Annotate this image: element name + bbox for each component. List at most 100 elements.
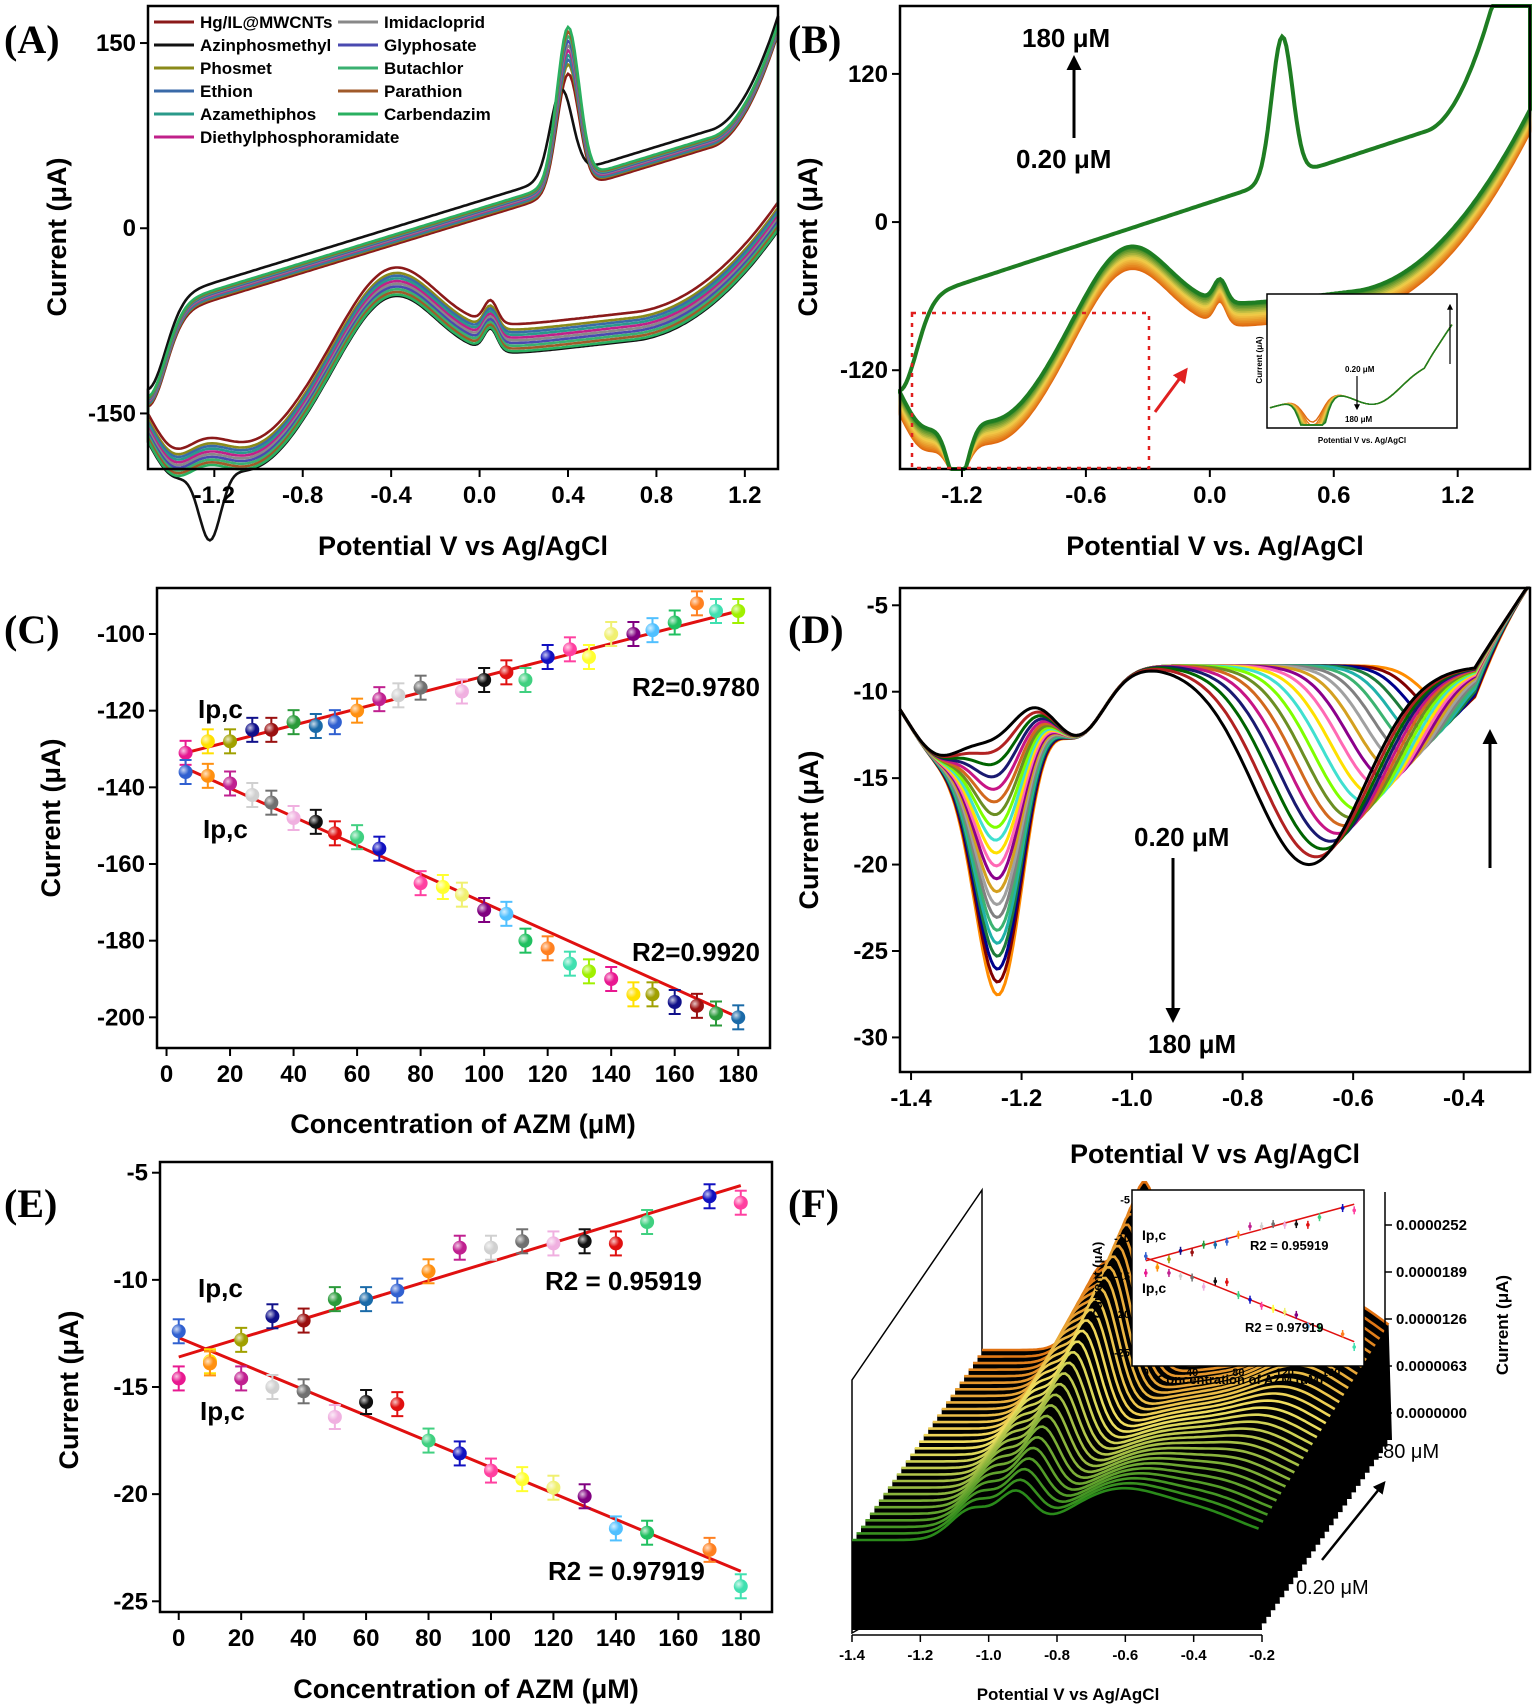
panel-e-data-point-shade xyxy=(421,1264,436,1279)
panel-f-slice-curve xyxy=(883,1414,1291,1496)
panel-c-data-point-shade xyxy=(454,684,469,699)
panel-a-xtick-label: 1.2 xyxy=(728,482,761,509)
panel-f-ztick-label: 0.0000000 xyxy=(1396,1405,1467,1422)
panel-e-upper-label: Ip,c xyxy=(198,1273,243,1303)
panel-c-data-point-shade xyxy=(667,615,682,630)
panel-b-xtick-label: 0.0 xyxy=(1193,482,1226,509)
panel-c-xtick-label: 160 xyxy=(655,1061,695,1088)
panel-a-legend-label: Imidacloprid xyxy=(384,13,485,32)
panel-b-xtick-label: -1.2 xyxy=(941,482,982,509)
panel-a-xlabel: Potential V vs Ag/AgCl xyxy=(318,531,608,561)
panel-e-upper-r2: R2 = 0.95919 xyxy=(545,1266,702,1296)
panel-e-data-point-shade xyxy=(515,1472,530,1487)
panel-f-inset: 0 40 80 120 160 -5 -10 -15 -20 -25 Ip,c Ip,c R2 =… xyxy=(1090,1189,1365,1387)
panel-label-a: (A) xyxy=(4,17,60,62)
panel-c-lower-r2: R2=0.9920 xyxy=(632,937,760,967)
panel-c-data-point-shade xyxy=(223,734,238,749)
panel-e-data-point-shade xyxy=(421,1433,436,1448)
panel-e-data-point-shade xyxy=(702,1542,717,1557)
panel-e-data-point-shade xyxy=(515,1234,530,1249)
panel-f-xtick-label: -0.2 xyxy=(1249,1647,1275,1664)
panel-f-ztick-label: 0.0000126 xyxy=(1396,1311,1467,1328)
panel-f-xlabel: Potential V vs Ag/AgCl xyxy=(977,1685,1160,1704)
panel-label-f: (F) xyxy=(788,1181,839,1226)
panel-c-data-point-shade xyxy=(604,972,619,986)
panel-d-xtick-label: -1.2 xyxy=(1001,1085,1042,1112)
panel-e-data-point-shade xyxy=(702,1189,717,1204)
panel-c-data-point-shade xyxy=(499,665,514,680)
panel-a-xtick-label: -0.8 xyxy=(282,482,323,509)
panel-e-data-point-shade xyxy=(577,1489,592,1504)
panel-f-slice-curve xyxy=(941,1276,1349,1411)
panel-f-slice-curve xyxy=(937,1287,1345,1417)
panel-e-data-point-shade xyxy=(202,1356,217,1371)
panel-e-data-point-shade xyxy=(608,1236,623,1251)
panel-f-inset-data-point xyxy=(1306,1223,1310,1227)
panel-f-inset-data-point xyxy=(1236,1293,1241,1297)
panel-label-d: (D) xyxy=(788,607,844,652)
panel-e-data-point-shade xyxy=(171,1371,186,1386)
panel-f-slice-curve xyxy=(928,1308,1336,1430)
panel-f-inset-data-point xyxy=(1271,1307,1275,1311)
panel-c-xlabel: Concentration of AZM (μM) xyxy=(290,1109,635,1139)
panel-e-data-point-shade xyxy=(265,1309,280,1324)
panel-f-inset-data-point xyxy=(1155,1265,1160,1270)
panel-a-xtick-label: 0.0 xyxy=(463,482,496,509)
panel-a-ticks: -1.2 -0.8 -0.4 0.0 0.4 0.8 1.2 150 0 -150 xyxy=(88,30,762,509)
panel-e-xtick-label: 80 xyxy=(415,1625,442,1652)
panel-f-slice-curve xyxy=(852,1486,1260,1542)
panel-e-ytick-label: -25 xyxy=(113,1588,148,1615)
panel-c-data-point-shade xyxy=(178,765,193,779)
panel-b-inset-frame xyxy=(1266,293,1458,429)
panel-a-legend-label: Phosmet xyxy=(200,59,272,78)
panel-f-inset-data-point xyxy=(1282,1223,1287,1227)
panel-e-xtick-label: 0 xyxy=(172,1625,185,1652)
panel-f-inset-data-point xyxy=(1352,1208,1357,1213)
panel-b-xtick-label: 1.2 xyxy=(1441,482,1474,509)
panel-f-inset-data-point xyxy=(1317,1215,1322,1219)
panel-e-xtick-label: 100 xyxy=(471,1625,511,1652)
panel-c-data-point-shade xyxy=(391,688,406,703)
panel-c-data-point-shade xyxy=(667,995,682,1009)
panel-e-data-point-shade xyxy=(733,1579,748,1594)
panel-e-data-point-shade xyxy=(483,1463,498,1478)
panel-b-ytick-label: 120 xyxy=(848,61,888,88)
panel-d-xtick-label: -1.0 xyxy=(1111,1085,1152,1112)
panel-e-xlabel: Concentration of AZM (μM) xyxy=(293,1674,638,1704)
panel-c-data-point-shade xyxy=(645,623,660,638)
panel-b-frame xyxy=(898,4,1532,471)
panel-d-series-curve xyxy=(898,586,1530,828)
panel-a-legend-label: Ethion xyxy=(200,82,253,101)
panel-f-slice-curve xyxy=(887,1404,1295,1489)
panel-a-legend-label: Azinphosmethyl xyxy=(200,36,331,55)
panel-e-data-point-shade xyxy=(483,1240,498,1255)
panel-e-xtick-label: 140 xyxy=(596,1625,636,1652)
panel-b-inset-xlabel: Potential V vs. Ag/AgCl xyxy=(1318,436,1406,445)
panel-c: 0 20 40 60 80 100 120 140 160 180 -100 -120 -140 -160… xyxy=(36,586,772,1139)
panel-b-annotation-020: 0.20 μM xyxy=(1016,144,1111,174)
panel-f-annotation-180: 180 μM xyxy=(1372,1441,1439,1463)
panel-c-data-point-shade xyxy=(413,876,428,891)
panel-a-xtick-label: 0.4 xyxy=(551,482,585,509)
panel-f-inset-frame xyxy=(1131,1189,1365,1367)
panel-b-xtick-label: -0.6 xyxy=(1065,482,1106,509)
panel-c-xtick-label: 80 xyxy=(407,1061,434,1088)
panel-e-xtick-label: 180 xyxy=(721,1625,761,1652)
panel-c-data-point-shade xyxy=(372,841,387,856)
panel-e-data-point-shade xyxy=(733,1195,748,1210)
panel-c-data-point-shade xyxy=(499,906,514,921)
panel-d-series-curve xyxy=(898,586,1530,984)
panel-c-data-point-shade xyxy=(477,673,492,687)
panel-d-annotation-180: 180 μM xyxy=(1148,1029,1236,1059)
panel-d-xtick-label: -0.8 xyxy=(1222,1085,1263,1112)
panel-e-data-point-shade xyxy=(640,1215,655,1229)
panel-e-marks xyxy=(171,1183,748,1600)
panel-a-xtick-label: -0.4 xyxy=(370,482,412,509)
panel-f-slice-curve xyxy=(919,1329,1327,1443)
panel-e-data-point-shade xyxy=(296,1384,311,1399)
panel-a-legend: Hg/IL@MWCNTs Azinphosmethyl Phosmet Ethion A… xyxy=(154,13,491,147)
panel-e-lower-label: Ip,c xyxy=(200,1396,245,1426)
panel-b-ytick-label: -120 xyxy=(840,357,888,384)
panel-f-xtick-label: -1.4 xyxy=(839,1647,866,1664)
panel-c-data-point-shade xyxy=(731,1010,746,1025)
